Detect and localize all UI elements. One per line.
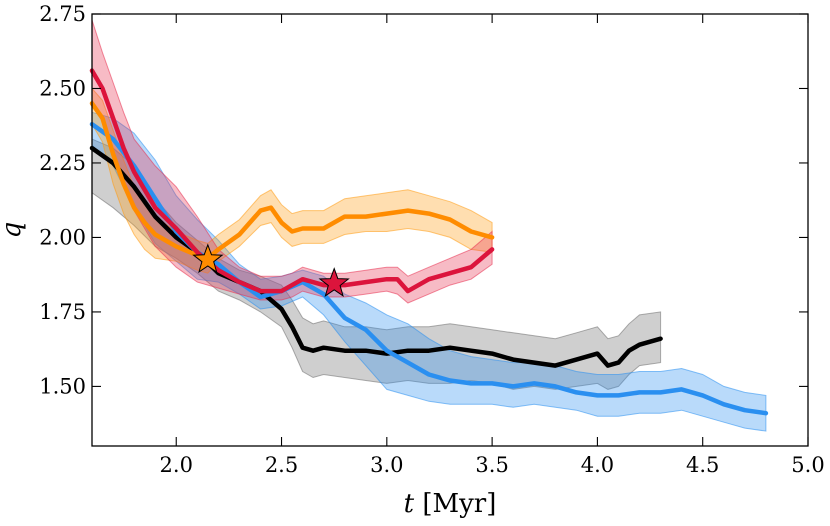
plot-frame (91, 13, 809, 447)
x-tick-label: 5.0 (791, 453, 824, 477)
red-star-marker (318, 267, 350, 297)
x-tick-label: 2.0 (160, 453, 193, 477)
orange-star-marker (192, 243, 224, 274)
y-tick-labels: 1.50 1.75 2.00 2.25 2.50 2.75 (39, 2, 86, 398)
star-markers (192, 243, 350, 297)
y-tick-label: 1.75 (39, 300, 86, 324)
x-tick-labels: 2.0 2.5 3.0 3.5 4.0 4.5 5.0 (160, 453, 825, 477)
line-orange (89, 101, 495, 261)
x-tick-label: 3.0 (370, 453, 403, 477)
y-axis-label: q (0, 222, 27, 239)
x-axis-label: t [Myr] (404, 489, 497, 519)
confidence-bands (91, 19, 767, 432)
x-axis-unit: [Myr] (414, 489, 496, 519)
y-tick-label: 2.00 (39, 225, 86, 249)
x-axis-variable: t (404, 489, 415, 519)
line-red (89, 68, 495, 294)
axis-ticks (92, 13, 809, 446)
x-tick-label: 3.5 (475, 453, 508, 477)
x-tick-label: 4.5 (686, 453, 719, 477)
y-tick-label: 2.75 (39, 2, 86, 26)
y-tick-label: 1.50 (39, 374, 86, 398)
x-tick-label: 4.0 (581, 453, 614, 477)
x-tick-label: 2.5 (265, 453, 298, 477)
y-tick-label: 2.25 (39, 151, 86, 175)
y-tick-label: 2.50 (39, 76, 86, 100)
band-red (91, 19, 493, 304)
